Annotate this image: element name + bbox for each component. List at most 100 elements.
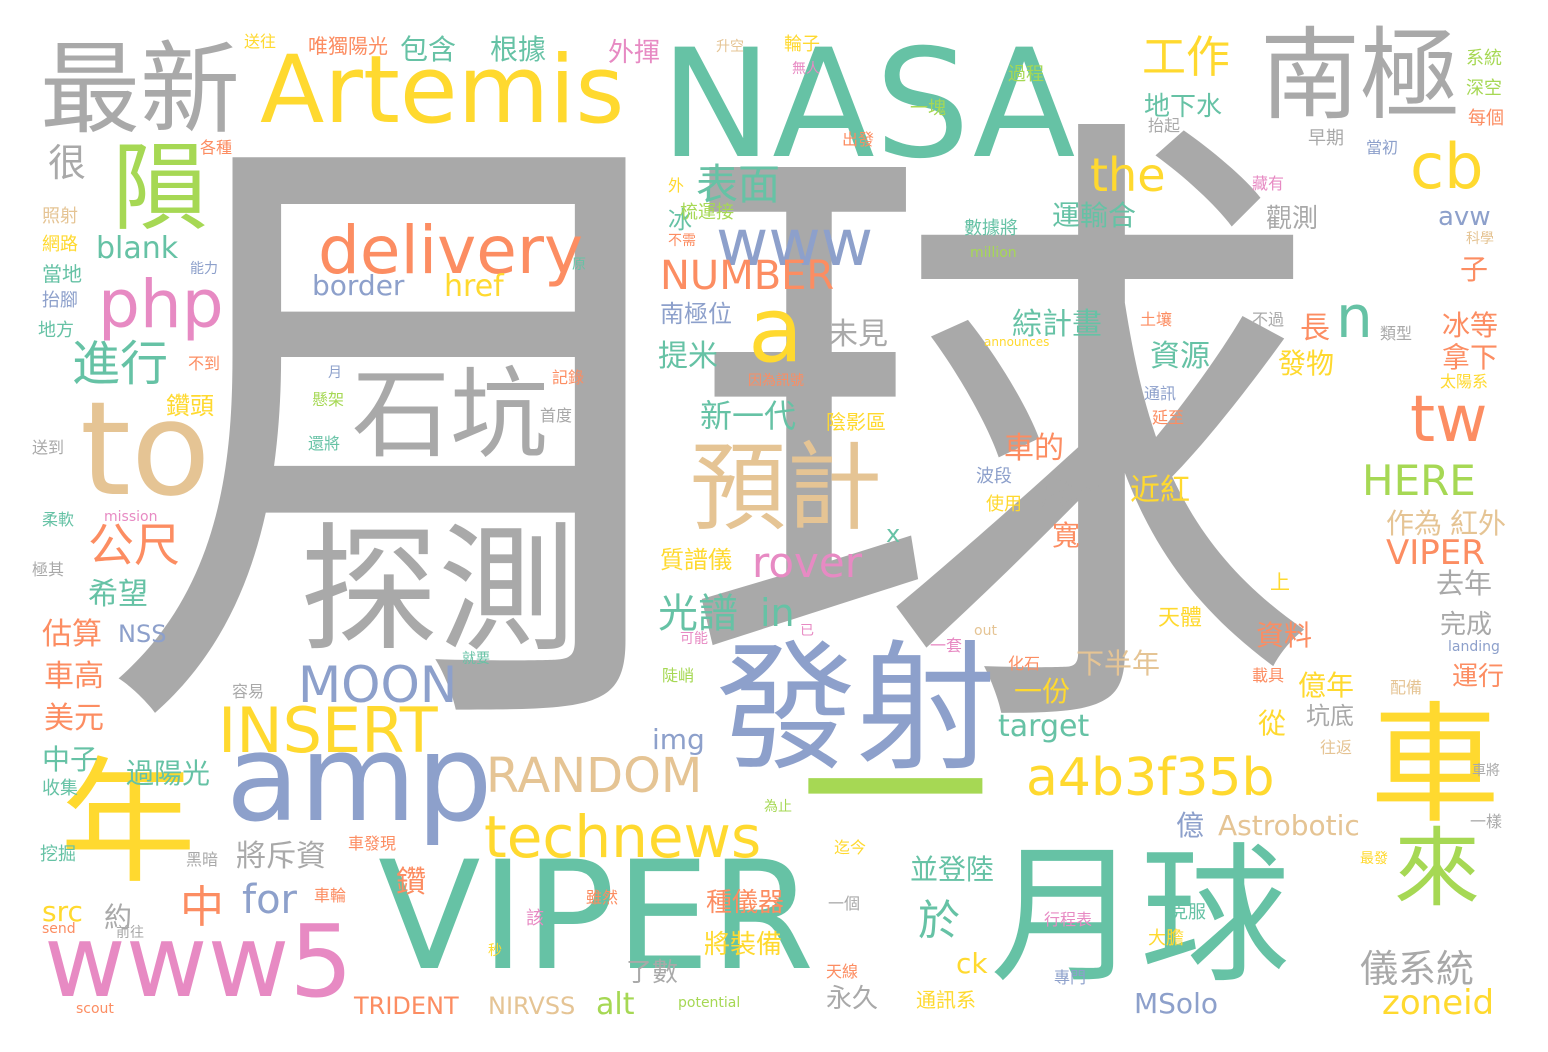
word-shadow-region: 陰影區 xyxy=(826,410,886,434)
word-estimate-cost: 估算 xyxy=(42,617,102,652)
word-number-of: 了數 xyxy=(626,958,679,988)
word-scout: scout xyxy=(76,1001,114,1017)
word-and-land: 並登陸 xyxy=(910,853,995,886)
word-deliver-to: 送到 xyxy=(32,438,65,457)
word-about-to: 就要 xyxy=(462,651,490,667)
word-bold: 大膽 xyxy=(1148,928,1184,949)
word-south-pole-position: 南極位 xyxy=(660,300,732,328)
word-meteorite: 隕 xyxy=(112,132,208,244)
word-groundwater: 地下水 xyxy=(1144,92,1223,122)
word-trident: TRIDENT xyxy=(354,992,459,1020)
word-vehicle-wheels: 車輪 xyxy=(314,886,347,905)
word-neutron: 中子 xyxy=(42,743,99,776)
word-local: 當地 xyxy=(42,262,82,286)
word-a-set: 一套 xyxy=(930,636,963,655)
word-this: 該 xyxy=(526,908,544,929)
word-so-far: 迄今 xyxy=(834,838,867,857)
word-vehicle: 車 xyxy=(1370,689,1501,841)
word-most-discovered: 最發 xyxy=(1360,851,1388,867)
word-original: 原 xyxy=(572,257,586,273)
word-here: HERE xyxy=(1362,456,1476,505)
word-viper-small: VIPER xyxy=(1386,533,1485,573)
word-data-will: 數據將 xyxy=(964,218,1018,239)
word-seconds: 秒 xyxy=(488,943,502,959)
word-billion-years: 億年 xyxy=(1298,669,1355,702)
word-volatile: 外揮 xyxy=(608,38,661,68)
word-possible: 可能 xyxy=(680,631,708,647)
word-dig: 挖掘 xyxy=(40,844,76,865)
word-n: n xyxy=(1336,283,1373,351)
word-insert: INSERT xyxy=(218,694,438,767)
word-schedule: 行程表 xyxy=(1044,910,1093,929)
word-in: in xyxy=(760,591,795,635)
word-img: img xyxy=(652,723,705,756)
word-unseen: 未見 xyxy=(828,317,888,352)
word-until: 為止 xyxy=(764,799,792,815)
word-according: 根據 xyxy=(490,33,547,66)
word-system: 系統 xyxy=(1466,48,1502,69)
word-to: to xyxy=(80,373,211,525)
word-million: million xyxy=(970,245,1017,261)
word-hundred-million: 億 xyxy=(1176,809,1205,842)
word-antenna: 天線 xyxy=(826,962,859,981)
word-permanent: 永久 xyxy=(826,984,879,1014)
word-lift-foot: 抬腳 xyxy=(42,290,78,311)
word-estimate: 預計 xyxy=(690,432,882,544)
word-vehicle-of: 車的 xyxy=(1004,431,1064,466)
word-mass-spectrometer: 質譜儀 xyxy=(660,546,732,574)
word-wheels: 輪子 xyxy=(784,34,820,55)
word-avw: avw xyxy=(1438,202,1491,232)
word-drill-bit: 鑽頭 xyxy=(166,392,214,420)
word-delivery: delivery xyxy=(318,212,584,289)
word-outside: 外 xyxy=(668,176,685,195)
word-take-down: 拿下 xyxy=(1442,341,1499,374)
word-complete: 完成 xyxy=(1440,610,1493,640)
word-lift-off: 升空 xyxy=(716,39,744,55)
word-cost: 成本 xyxy=(1040,477,1100,512)
word-out: out xyxy=(974,623,997,639)
word-celestial-body: 天體 xyxy=(1158,606,1203,631)
word-infrared: 紅外 xyxy=(1450,507,1507,540)
word-month: 月 xyxy=(328,365,342,381)
word-crater-bottom: 坑底 xyxy=(1306,702,1354,730)
word-soft: 柔軟 xyxy=(42,510,75,529)
word-solar-system: 太陽系 xyxy=(1440,372,1489,391)
word-announces: announces xyxy=(984,335,1050,349)
word-process: 過程 xyxy=(1008,64,1044,85)
word-round-trip: 往返 xyxy=(1320,738,1353,757)
word-alt: alt xyxy=(596,987,635,1022)
word-specialized: 專門 xyxy=(1054,968,1087,987)
word-up: 上 xyxy=(1270,570,1290,594)
word-overcome: 克服 xyxy=(1170,902,1206,923)
word-long: 長 xyxy=(1300,311,1330,346)
word-surface: 表面 xyxy=(696,160,781,209)
word-hope: 希望 xyxy=(88,577,148,612)
word-network: 網路 xyxy=(42,234,78,255)
word-random: RANDOM xyxy=(486,748,703,804)
word-nss: NSS xyxy=(118,620,167,648)
word-irradiate: 照射 xyxy=(42,206,78,227)
word-ck: ck xyxy=(956,947,988,980)
word-work: 工作 xyxy=(1142,32,1230,83)
word-communication: 通訊 xyxy=(1144,384,1177,403)
word-will-equip: 將裝備 xyxy=(704,930,783,960)
word-instrument-system: 儀系統 xyxy=(1360,947,1475,991)
word-tw: tw xyxy=(1410,383,1488,457)
word-very: 很 xyxy=(48,141,87,185)
word-rover: rover xyxy=(752,538,863,587)
word-one: 一 xyxy=(800,684,991,905)
word-drill: 鑽 xyxy=(396,865,426,900)
word-send-to: 送往 xyxy=(244,32,277,51)
word-src: src xyxy=(42,895,83,928)
word-only-sunlight: 唯獨陽光 xyxy=(308,34,388,58)
word-near-red: 近紅 xyxy=(1130,473,1190,508)
word-early: 早期 xyxy=(1308,128,1344,149)
word-band: 波段 xyxy=(976,466,1012,487)
word-however: 不過 xyxy=(1252,310,1285,329)
word-south-pole: 南極 xyxy=(1260,17,1460,134)
word-www: www xyxy=(716,207,874,281)
word-place: 地方 xyxy=(38,320,74,341)
word-moon-en: MOON xyxy=(298,656,458,714)
word-a4b3f35b: a4b3f35b xyxy=(1026,748,1275,808)
